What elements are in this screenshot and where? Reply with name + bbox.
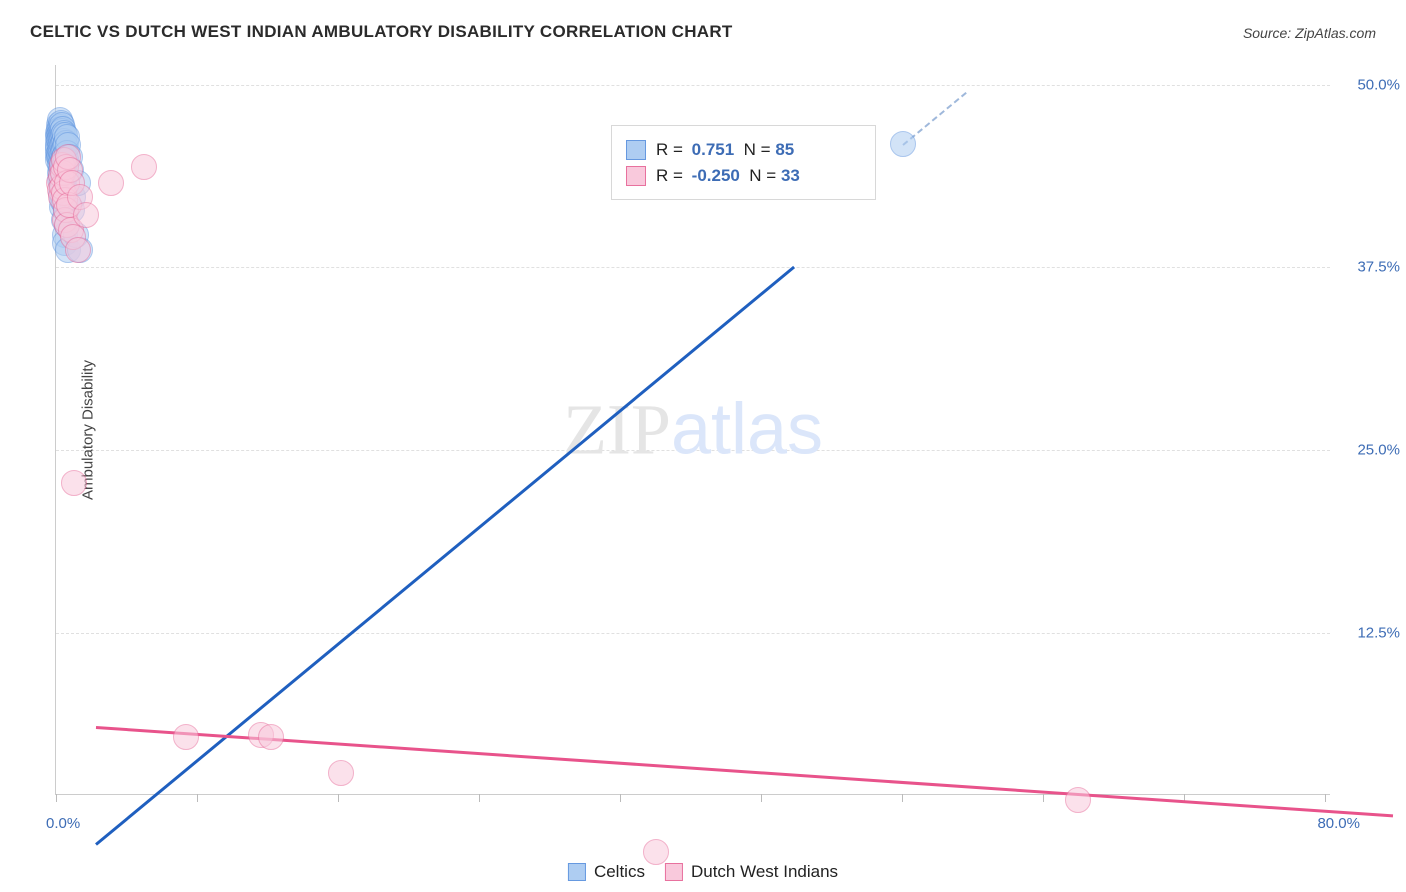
scatter-point[interactable] <box>173 724 199 750</box>
scatter-point[interactable] <box>131 154 157 180</box>
legend-swatch-celtics <box>626 140 646 160</box>
xtick-minor <box>479 794 480 802</box>
scatter-point[interactable] <box>98 170 124 196</box>
xtick-minor <box>902 794 903 802</box>
scatter-point[interactable] <box>73 202 99 228</box>
ytick-50: 50.0% <box>1357 77 1400 94</box>
watermark: ZIP atlas <box>563 388 823 471</box>
pink-trendline <box>96 726 1393 817</box>
legend-row-celtics: R = 0.751 N = 85 <box>626 140 861 160</box>
bottom-legend: Celtics Dutch West Indians <box>558 862 848 882</box>
scatter-point[interactable] <box>1065 787 1091 813</box>
scatter-point[interactable] <box>258 724 284 750</box>
xtick-minor <box>761 794 762 802</box>
scatter-point[interactable] <box>65 237 91 263</box>
xtick-minor <box>197 794 198 802</box>
gridline-37-5 <box>56 267 1330 268</box>
stat-legend-box: R = 0.751 N = 85 R = -0.250 N = 33 <box>611 125 876 200</box>
scatter-point[interactable] <box>328 760 354 786</box>
bottom-legend-swatch-celtics <box>568 863 586 881</box>
ytick-25: 25.0% <box>1357 442 1400 459</box>
xtick-minor <box>1325 794 1326 802</box>
xtick-minor <box>1043 794 1044 802</box>
blue-trendline <box>95 266 795 846</box>
legend-swatch-dutch <box>626 166 646 186</box>
plot-area: 50.0% 37.5% 25.0% 12.5% 0.0% 80.0% Ambul… <box>55 65 1330 795</box>
gridline-50 <box>56 85 1330 86</box>
gridline-12-5 <box>56 633 1330 634</box>
ytick-37-5: 37.5% <box>1357 259 1400 276</box>
scatter-point[interactable] <box>890 131 916 157</box>
bottom-legend-swatch-dutch <box>665 863 683 881</box>
bottom-legend-dutch[interactable]: Dutch West Indians <box>665 862 838 882</box>
xtick-0: 0.0% <box>46 815 80 832</box>
xtick-minor <box>620 794 621 802</box>
scatter-point[interactable] <box>61 470 87 496</box>
ytick-12-5: 12.5% <box>1357 625 1400 642</box>
xtick-minor <box>56 794 57 802</box>
bottom-legend-celtics[interactable]: Celtics <box>568 862 645 882</box>
xtick-80: 80.0% <box>1317 815 1360 832</box>
chart-container: CELTIC VS DUTCH WEST INDIAN AMBULATORY D… <box>0 0 1406 892</box>
xtick-minor <box>338 794 339 802</box>
gridline-25 <box>56 450 1330 451</box>
legend-row-dutch: R = -0.250 N = 33 <box>626 166 861 186</box>
chart-title: CELTIC VS DUTCH WEST INDIAN AMBULATORY D… <box>30 22 733 42</box>
source-label: Source: ZipAtlas.com <box>1243 25 1376 41</box>
